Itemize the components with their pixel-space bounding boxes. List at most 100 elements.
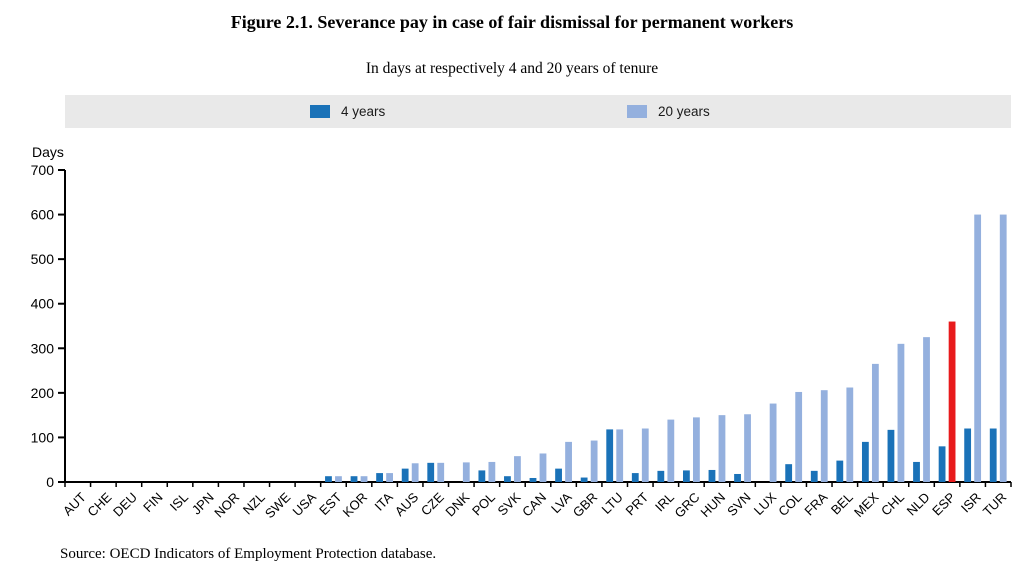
- y-tick-label: 300: [31, 340, 55, 356]
- bar-FRA-20-years: [820, 390, 828, 482]
- x-label-CAN: CAN: [519, 490, 549, 520]
- x-label-GRC: GRC: [671, 490, 702, 521]
- bar-ISR-4-years: [964, 428, 972, 482]
- x-label-CZE: CZE: [418, 489, 447, 518]
- bar-GBR-4-years: [580, 477, 588, 482]
- x-label-CHE: CHE: [84, 489, 114, 519]
- bar-DNK-20-years: [462, 462, 470, 482]
- legend: 4 years 20 years: [65, 95, 1011, 128]
- x-label-TUR: TUR: [980, 490, 1009, 519]
- bar-FRA-4-years: [810, 470, 818, 482]
- source-note: Source: OECD Indicators of Employment Pr…: [60, 546, 437, 562]
- bar-CZE-20-years: [437, 462, 445, 482]
- bar-POL-20-years: [488, 461, 496, 482]
- bar-KOR-20-years: [360, 476, 368, 482]
- bar-MEX-20-years: [871, 363, 879, 482]
- x-label-SVN: SVN: [724, 490, 754, 520]
- bar-EST-20-years: [335, 476, 342, 482]
- bar-CHL-20-years: [897, 343, 905, 482]
- x-label-ISL: ISL: [167, 490, 191, 514]
- x-label-JPN: JPN: [189, 490, 217, 518]
- x-label-PRT: PRT: [623, 489, 652, 518]
- bar-POL-4-years: [478, 470, 486, 482]
- bar-HUN-4-years: [708, 469, 716, 482]
- x-label-ISR: ISR: [958, 490, 984, 516]
- bar-SVK-4-years: [504, 476, 511, 482]
- bar-COL-20-years: [795, 391, 803, 482]
- x-label-MEX: MEX: [851, 489, 882, 520]
- bar-MEX-4-years: [861, 441, 869, 482]
- y-tick-label: 700: [31, 162, 55, 178]
- x-label-LVA: LVA: [548, 489, 575, 516]
- y-tick-label: 200: [31, 385, 55, 401]
- y-tick-label: 500: [31, 251, 55, 267]
- legend-item-20-years: 20 years: [627, 95, 710, 128]
- y-axis-unit-label: Days: [32, 144, 64, 160]
- x-label-LUX: LUX: [751, 489, 780, 518]
- x-label-DNK: DNK: [442, 489, 472, 519]
- bar-NLD-20-years: [923, 337, 930, 482]
- bar-ITA-4-years: [376, 473, 383, 482]
- x-label-LTU: LTU: [599, 490, 626, 517]
- bar-ITA-20-years: [386, 473, 393, 482]
- x-label-NLD: NLD: [904, 490, 933, 519]
- bar-LVA-20-years: [565, 441, 572, 482]
- bar-TUR-20-years: [999, 214, 1007, 483]
- bar-AUS-20-years: [411, 463, 419, 482]
- bar-IRL-20-years: [667, 419, 675, 482]
- bar-GRC-4-years: [683, 470, 690, 482]
- bar-NLD-4-years: [913, 461, 920, 482]
- bar-CAN-4-years: [529, 477, 537, 482]
- bar-KOR-4-years: [350, 476, 358, 482]
- bar-EST-4-years: [325, 476, 332, 482]
- bar-BEL-20-years: [846, 387, 854, 482]
- x-label-CHL: CHL: [878, 490, 907, 519]
- bar-LTU-20-years: [616, 429, 624, 482]
- y-tick-label: 600: [31, 207, 55, 223]
- bar-IRL-4-years: [657, 470, 665, 482]
- bar-CZE-4-years: [427, 462, 435, 482]
- bar-SVK-20-years: [514, 456, 521, 482]
- bar-ESP-4-years: [938, 446, 946, 482]
- legend-item-4-years: 4 years: [310, 95, 385, 128]
- x-label-USA: USA: [290, 489, 320, 519]
- x-label-GBR: GBR: [570, 490, 601, 521]
- y-tick-label: 400: [31, 296, 55, 312]
- bar-ISR-20-years: [974, 214, 982, 483]
- x-label-FRA: FRA: [801, 489, 830, 518]
- bar-AUS-4-years: [401, 468, 409, 482]
- bar-CAN-20-years: [539, 453, 547, 482]
- bar-GBR-20-years: [590, 440, 598, 482]
- x-label-AUS: AUS: [392, 489, 422, 519]
- x-label-SWE: SWE: [262, 489, 294, 521]
- legend-swatch-20-years: [627, 105, 647, 118]
- x-label-SVK: SVK: [495, 489, 524, 518]
- figure-subtitle: In days at respectively 4 and 20 years o…: [365, 60, 659, 77]
- bar-CHL-4-years: [887, 429, 895, 482]
- y-tick-label: 0: [46, 474, 54, 490]
- legend-label-20-years: 20 years: [658, 104, 710, 119]
- y-tick-label: 100: [31, 429, 55, 445]
- x-label-FIN: FIN: [140, 490, 165, 515]
- bar-GRC-20-years: [693, 417, 700, 482]
- bar-PRT-4-years: [631, 473, 639, 482]
- bar-COL-4-years: [785, 464, 793, 482]
- bar-BEL-4-years: [836, 460, 844, 482]
- bar-PRT-20-years: [641, 428, 649, 482]
- figure-title: Figure 2.1. Severance pay in case of fai…: [230, 12, 794, 32]
- x-label-ESP: ESP: [929, 490, 958, 519]
- legend-label-4-years: 4 years: [341, 104, 386, 119]
- bar-LTU-4-years: [606, 429, 614, 482]
- bar-ESP-20-years: [948, 321, 956, 482]
- x-label-EST: EST: [316, 489, 345, 518]
- x-label-POL: POL: [469, 490, 498, 519]
- x-label-AUT: AUT: [60, 489, 89, 518]
- x-label-HUN: HUN: [698, 490, 729, 521]
- x-label-NOR: NOR: [211, 490, 242, 521]
- bar-SVN-20-years: [744, 414, 751, 482]
- x-label-COL: COL: [775, 490, 805, 520]
- x-label-BEL: BEL: [828, 490, 856, 518]
- bar-LVA-4-years: [555, 468, 562, 482]
